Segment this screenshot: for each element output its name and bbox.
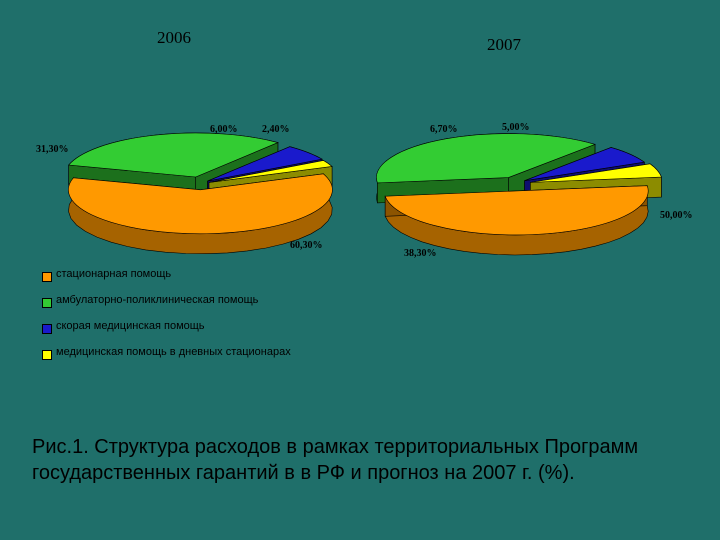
slice-data-label: 6,70% (430, 124, 458, 135)
legend-swatch (42, 272, 52, 282)
pie-slice (68, 173, 333, 235)
legend-label: амбулаторно-поликлиническая помощь (56, 294, 259, 306)
legend-label: стационарная помощь (56, 268, 172, 280)
pie-slice (530, 163, 662, 183)
legend-label: скорая медицинская помощь (56, 320, 205, 332)
pie-chart-2006: 60,30% 31,30% 6,00% 2,40% (36, 124, 333, 255)
slice-data-label: 60,30% (290, 240, 323, 251)
legend-swatch (42, 350, 52, 360)
legend-item: медицинская помощь в дневных стационарах (42, 344, 362, 370)
chart-title-2006: 2006 (157, 28, 191, 47)
legend-label: медицинская помощь в дневных стационарах (56, 346, 291, 358)
pie-slice (384, 185, 649, 236)
pie-slice (376, 133, 596, 184)
slice-data-label: 50,00% (660, 210, 693, 221)
legend-swatch (42, 298, 52, 308)
pie-chart-2007: 50,00% 38,30% 6,70% 5,00% (376, 122, 693, 259)
pie-slice (208, 160, 333, 183)
chart-title-2007: 2007 (487, 35, 521, 54)
slice-data-label: 6,00% (210, 124, 238, 135)
legend-item: амбулаторно-поликлиническая помощь (42, 292, 362, 318)
figure-caption: Рис.1. Структура расходов в рамках терри… (32, 436, 639, 484)
pie-slice (524, 147, 646, 181)
slice-data-label: 5,00% (502, 122, 530, 133)
slice-data-label: 38,30% (404, 248, 437, 259)
pie-slice (207, 146, 323, 182)
slice-data-label: 31,30% (36, 144, 69, 155)
pie-slice (68, 132, 279, 178)
legend: стационарная помощь амбулаторно-поликлин… (42, 266, 362, 370)
legend-swatch (42, 324, 52, 334)
legend-item: стационарная помощь (42, 266, 362, 292)
legend-item: скорая медицинская помощь (42, 318, 362, 344)
slice-data-label: 2,40% (262, 124, 290, 135)
